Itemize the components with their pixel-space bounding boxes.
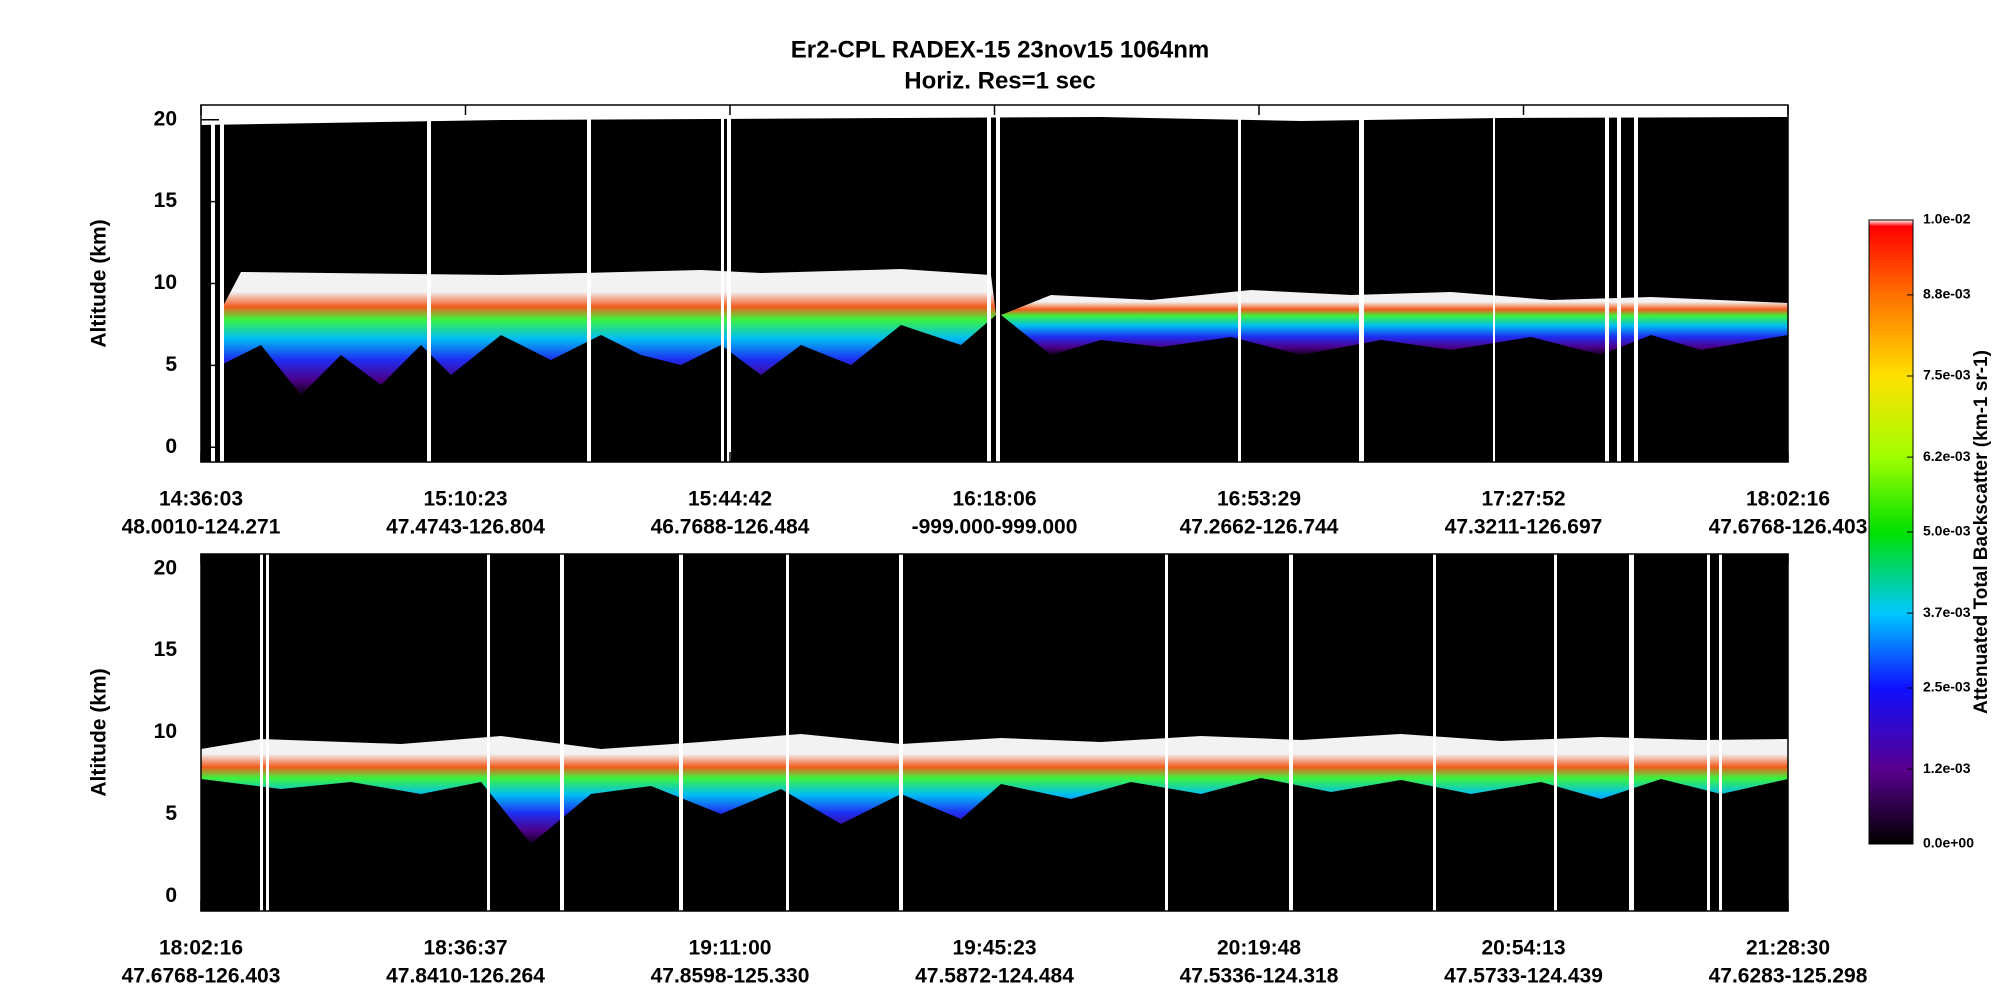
y-tick-label: 0 bbox=[165, 884, 177, 907]
y-tick-label: 10 bbox=[154, 720, 177, 743]
x-tick-label: 16:18:06 bbox=[952, 488, 1036, 511]
x-tick-label: 15:44:42 bbox=[688, 488, 772, 511]
y-axis-label: Altitude (km) bbox=[88, 668, 111, 796]
colorbar-tick-label: 6.2e-03 bbox=[1923, 448, 1971, 464]
chart-title: Er2-CPL RADEX-15 23nov15 1064nm bbox=[791, 36, 1209, 63]
x-tick-sublabel: 47.8598-125.330 bbox=[651, 965, 810, 988]
x-tick-label: 16:53:29 bbox=[1217, 488, 1301, 511]
y-axis-label: Altitude (km) bbox=[88, 219, 111, 347]
x-tick-label: 20:19:48 bbox=[1217, 937, 1301, 960]
y-tick-label: 10 bbox=[154, 271, 177, 294]
colorbar-tick-label: 1.2e-03 bbox=[1923, 760, 1971, 776]
x-tick-sublabel: 47.6768-126.403 bbox=[122, 965, 281, 988]
x-tick-sublabel: 47.6768-126.403 bbox=[1709, 516, 1868, 539]
x-tick-sublabel: 47.5336-124.318 bbox=[1180, 965, 1339, 988]
y-tick-label: 5 bbox=[165, 802, 177, 825]
y-tick-label: 5 bbox=[165, 353, 177, 376]
y-tick-label: 20 bbox=[154, 556, 177, 579]
x-tick-sublabel: 46.7688-126.484 bbox=[651, 516, 810, 539]
y-tick-label: 15 bbox=[154, 189, 178, 212]
colorbar-tick-label: 3.7e-03 bbox=[1923, 604, 1971, 620]
x-tick-label: 14:36:03 bbox=[159, 488, 243, 511]
x-tick-label: 19:11:00 bbox=[689, 937, 772, 960]
chart-subtitle: Horiz. Res=1 sec bbox=[904, 67, 1095, 94]
colorbar-label: Attenuated Total Backscatter (km-1 sr-1) bbox=[1971, 350, 1992, 714]
y-tick-label: 15 bbox=[154, 638, 178, 661]
x-tick-label: 19:45:23 bbox=[952, 937, 1036, 960]
x-tick-label: 18:36:37 bbox=[423, 937, 507, 960]
x-tick-label: 18:02:16 bbox=[1746, 488, 1830, 511]
colorbar-tick-label: 8.8e-03 bbox=[1923, 286, 1971, 302]
colorbar-tick-label: 2.5e-03 bbox=[1923, 679, 1971, 695]
backscatter-image bbox=[201, 554, 1788, 911]
x-tick-sublabel: 47.3211-126.697 bbox=[1445, 516, 1603, 539]
backscatter-image bbox=[201, 105, 1788, 462]
x-tick-label: 15:10:23 bbox=[423, 488, 507, 511]
colorbar-tick-label: 1.0e-02 bbox=[1923, 211, 1971, 227]
y-tick-label: 0 bbox=[165, 435, 177, 458]
x-tick-label: 17:27:52 bbox=[1481, 488, 1565, 511]
x-tick-label: 20:54:13 bbox=[1481, 937, 1565, 960]
x-tick-sublabel: 47.5872-124.484 bbox=[915, 965, 1074, 988]
x-tick-label: 18:02:16 bbox=[159, 937, 243, 960]
colorbar-tick-label: 5.0e-03 bbox=[1923, 523, 1971, 539]
colorbar-tick-label: 7.5e-03 bbox=[1923, 367, 1971, 383]
x-tick-label: 21:28:30 bbox=[1746, 937, 1830, 960]
x-tick-sublabel: 47.2662-126.744 bbox=[1180, 516, 1339, 539]
colorbar bbox=[1868, 219, 1914, 845]
x-tick-sublabel: 47.6283-125.298 bbox=[1709, 965, 1868, 988]
x-tick-sublabel: -999.000-999.000 bbox=[912, 516, 1078, 539]
x-tick-sublabel: 48.0010-124.271 bbox=[122, 516, 281, 539]
x-tick-sublabel: 47.8410-126.264 bbox=[386, 965, 545, 988]
colorbar-tick-label: 0.0e+00 bbox=[1923, 835, 1974, 851]
x-tick-sublabel: 47.5733-124.439 bbox=[1444, 965, 1603, 988]
y-tick-label: 20 bbox=[154, 107, 177, 130]
x-tick-sublabel: 47.4743-126.804 bbox=[386, 516, 545, 539]
